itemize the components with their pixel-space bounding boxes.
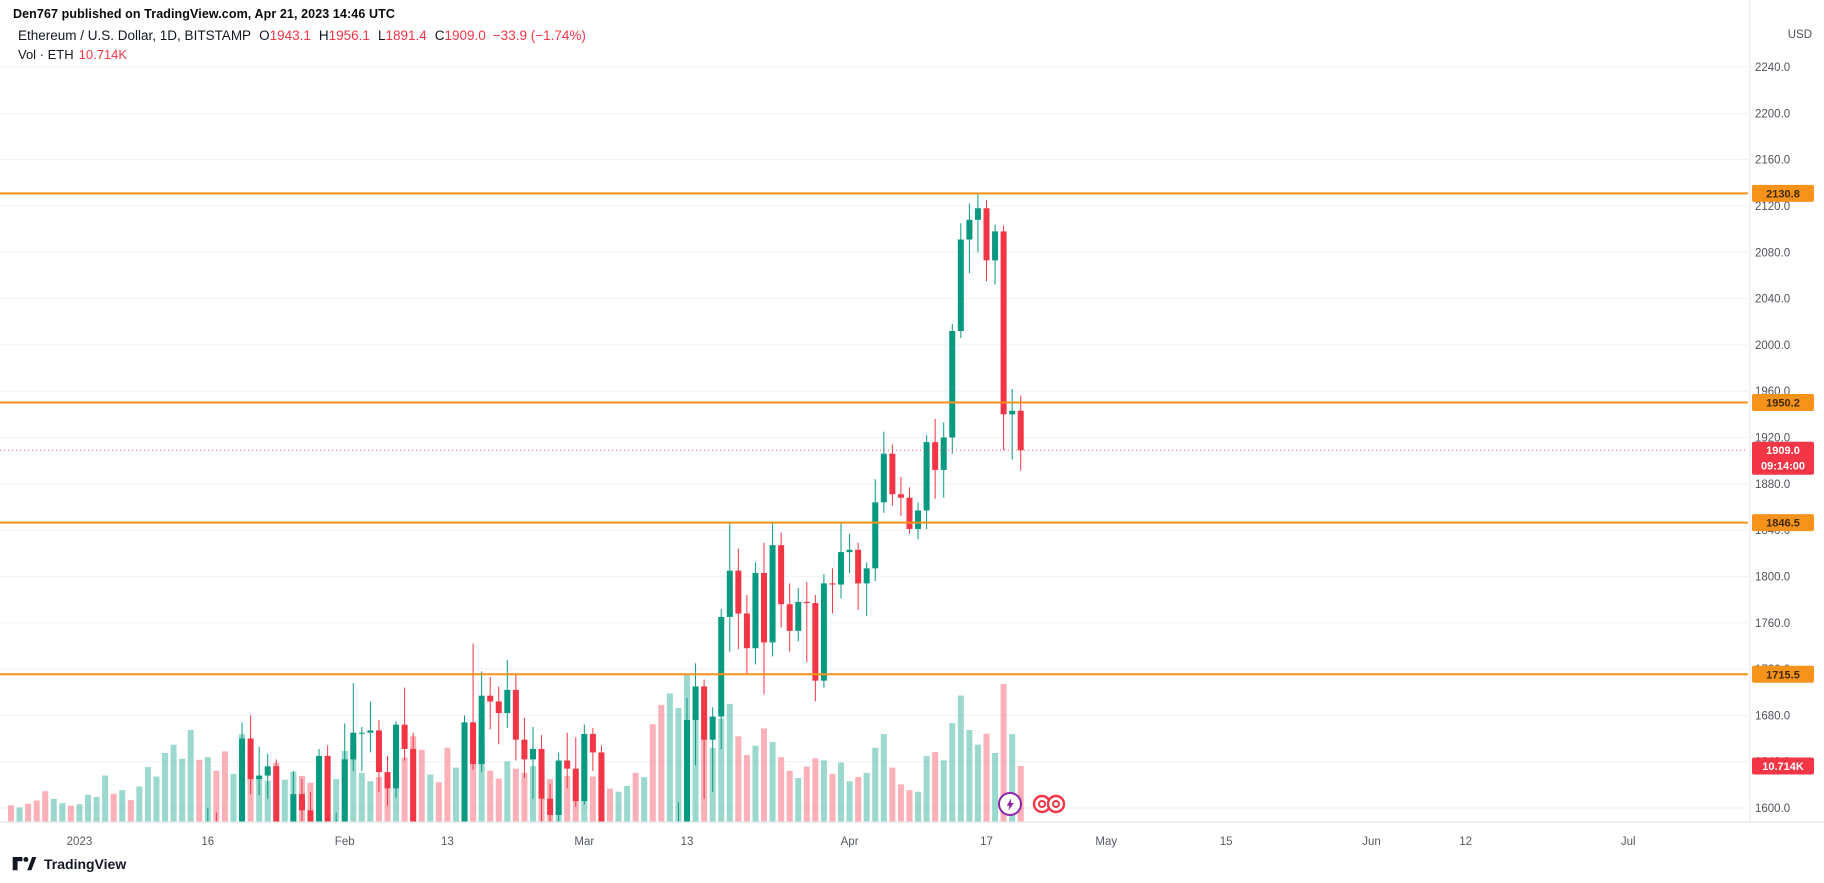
symbol-title[interactable]: Ethereum / U.S. Dollar, 1D, BITSTAMP bbox=[18, 28, 252, 43]
change-value: −33.9 (−1.74%) bbox=[492, 28, 586, 43]
svg-text:Jun: Jun bbox=[1362, 836, 1381, 848]
footer-brand[interactable]: TradingView bbox=[12, 856, 126, 872]
svg-text:1920.0: 1920.0 bbox=[1755, 433, 1790, 445]
double-rings-glyph bbox=[1032, 794, 1066, 814]
tradingview-logo-icon bbox=[12, 857, 37, 871]
svg-text:2023: 2023 bbox=[67, 836, 93, 848]
svg-text:2080.0: 2080.0 bbox=[1755, 247, 1790, 259]
close-value: 1909.0 bbox=[444, 28, 486, 43]
svg-text:1909.0: 1909.0 bbox=[1766, 445, 1800, 457]
svg-text:15: 15 bbox=[1220, 836, 1233, 848]
svg-text:09:14:00: 09:14:00 bbox=[1761, 461, 1805, 473]
price-axis[interactable]: USD 2240.0 2200.0 2160.0 2120.0 2080.0 2040.0 2… bbox=[1755, 29, 1812, 815]
double-rings-icon[interactable] bbox=[1032, 792, 1068, 821]
level-price-label: 1846.5 bbox=[1752, 514, 1814, 532]
svg-text:16: 16 bbox=[201, 836, 214, 848]
svg-text:Mar: Mar bbox=[574, 836, 594, 848]
legend-row-volume: Vol · ETH 10.714K bbox=[18, 47, 586, 62]
svg-text:1846.5: 1846.5 bbox=[1766, 518, 1800, 530]
close-label: C bbox=[434, 28, 445, 43]
svg-text:Feb: Feb bbox=[335, 836, 355, 848]
svg-text:1600.0: 1600.0 bbox=[1755, 803, 1790, 815]
level-price-label: 2130.8 bbox=[1752, 184, 1814, 202]
svg-text:May: May bbox=[1095, 836, 1117, 848]
svg-text:1950.2: 1950.2 bbox=[1766, 398, 1800, 410]
svg-text:2160.0: 2160.0 bbox=[1755, 155, 1790, 167]
volume-bars bbox=[8, 674, 1024, 822]
high-value: 1956.1 bbox=[328, 28, 370, 43]
open-label: O bbox=[259, 28, 270, 43]
legend-row-main: Ethereum / U.S. Dollar, 1D, BITSTAMP O194… bbox=[18, 28, 586, 43]
horizontal-level-lines[interactable] bbox=[0, 192, 1748, 676]
time-axis[interactable]: 2023 16 Feb 13 Mar 13 Apr 17 May 15 Jun 12 Jul bbox=[67, 836, 1636, 848]
svg-text:1760.0: 1760.0 bbox=[1755, 618, 1790, 630]
volume-series-value: 10.714K bbox=[78, 47, 128, 62]
svg-text:10.714K: 10.714K bbox=[1762, 761, 1804, 773]
last-price-label: 1909.0 09:14:00 bbox=[1752, 441, 1814, 475]
svg-text:2240.0: 2240.0 bbox=[1755, 62, 1790, 74]
published-attribution: Den767 published on TradingView.com, Apr… bbox=[13, 7, 395, 21]
svg-text:Jul: Jul bbox=[1621, 836, 1636, 848]
gridlines bbox=[0, 66, 1748, 809]
high-label: H bbox=[318, 28, 329, 43]
svg-text:2040.0: 2040.0 bbox=[1755, 294, 1790, 306]
svg-text:17: 17 bbox=[980, 836, 993, 848]
volume-series-label[interactable]: Vol · ETH bbox=[18, 47, 74, 62]
low-label: L bbox=[377, 28, 386, 43]
svg-text:13: 13 bbox=[681, 836, 694, 848]
brand-name: TradingView bbox=[44, 856, 127, 872]
open-value: 1943.1 bbox=[269, 28, 311, 43]
lightning-bolt-glyph bbox=[1006, 797, 1014, 811]
chart-legend: Ethereum / U.S. Dollar, 1D, BITSTAMP O194… bbox=[18, 28, 586, 62]
price-axis-unit: USD bbox=[1788, 29, 1812, 41]
svg-text:2130.8: 2130.8 bbox=[1766, 188, 1800, 200]
low-value: 1891.4 bbox=[385, 28, 427, 43]
level-price-label: 1715.5 bbox=[1752, 665, 1814, 683]
svg-text:2200.0: 2200.0 bbox=[1755, 108, 1790, 120]
svg-text:12: 12 bbox=[1459, 836, 1472, 848]
svg-text:1715.5: 1715.5 bbox=[1766, 669, 1800, 681]
svg-text:1680.0: 1680.0 bbox=[1755, 710, 1790, 722]
svg-text:1800.0: 1800.0 bbox=[1755, 571, 1790, 583]
volume-value-label: 10.714K bbox=[1752, 757, 1814, 775]
svg-text:2120.0: 2120.0 bbox=[1755, 201, 1790, 213]
lightning-icon[interactable] bbox=[998, 792, 1022, 816]
level-price-label: 1950.2 bbox=[1752, 394, 1814, 412]
svg-text:Apr: Apr bbox=[841, 836, 859, 848]
svg-text:1880.0: 1880.0 bbox=[1755, 479, 1790, 491]
svg-text:2000.0: 2000.0 bbox=[1755, 340, 1790, 352]
svg-text:13: 13 bbox=[441, 836, 454, 848]
candles bbox=[207, 193, 1024, 822]
